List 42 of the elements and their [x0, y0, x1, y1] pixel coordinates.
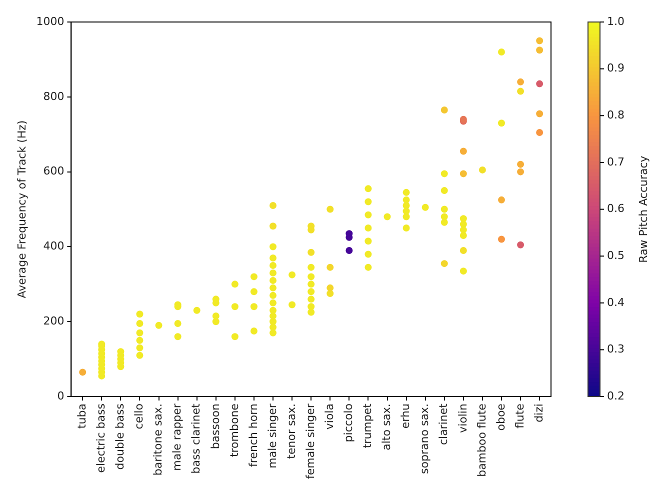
color-bar-label: 0.2 [607, 389, 624, 402]
x-tick-label: bassoon [208, 404, 222, 450]
y-tick-label: 200 [43, 314, 64, 328]
y-tick-label: 800 [43, 90, 64, 103]
x-tick-label: bass clarinet [190, 402, 203, 474]
x-tick-label: dizi [532, 404, 546, 422]
y-tick-label: 600 [43, 164, 64, 178]
color-bar-label: 0.5 [607, 248, 624, 262]
x-tick-label: alto sax. [380, 404, 394, 450]
x-tick-label: soprano sax. [418, 404, 432, 474]
color-bar-title: Raw Pitch Accuracy [636, 155, 650, 263]
x-tick-label: french horn [246, 404, 260, 467]
x-tick-label: clarinet [437, 402, 450, 446]
x-tick-label: double bass [114, 403, 127, 470]
x-tick-label: cello [132, 403, 146, 430]
color-bar-label: 0.8 [607, 108, 624, 122]
x-tick-label: male rapper [170, 403, 184, 471]
color-bar-label: 0.7 [607, 155, 624, 168]
x-tick-label: bamboo flute [475, 403, 488, 477]
x-tick-label: trumpet [361, 402, 374, 448]
color-bar-label: 0.9 [607, 62, 624, 75]
x-tick-label: viola [322, 404, 336, 430]
x-tick-label: piccolo [342, 403, 356, 442]
color-bar-label: 0.3 [607, 342, 624, 356]
x-tick-label: erhu [399, 404, 412, 429]
x-tick-label: baritone sax. [152, 404, 165, 476]
x-tick-label: male singer [266, 403, 279, 468]
color-bar-label: 0.4 [607, 296, 624, 309]
x-tick-label: tenor sax. [284, 404, 298, 459]
color-bar-label: 0.6 [607, 202, 624, 216]
x-tick-label: electric bass [94, 403, 108, 473]
x-tick-label: tuba [75, 404, 88, 429]
x-tick-label: violin [456, 404, 470, 433]
x-tick-label: flute [513, 403, 526, 429]
y-tick-label: 0 [57, 389, 64, 402]
x-tick-label: female singer [304, 403, 317, 480]
x-tick-label: oboe [494, 403, 508, 431]
x-tick-label: trombone [228, 403, 241, 458]
color-bar-label: 1.0 [607, 14, 624, 28]
y-tick-label: 400 [43, 240, 64, 253]
y-tick-label: 1000 [36, 14, 64, 28]
y-axis-title: Average Frequency of Track (Hz) [15, 120, 28, 298]
